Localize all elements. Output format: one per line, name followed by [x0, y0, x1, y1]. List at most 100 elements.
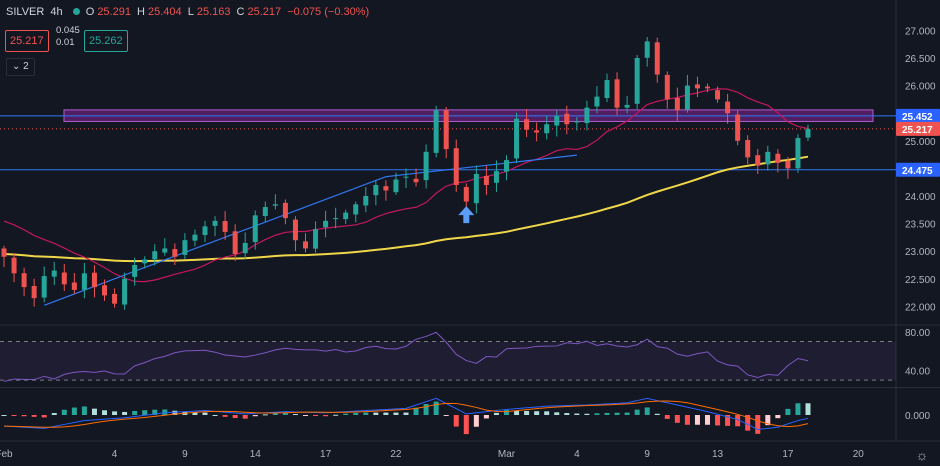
- macd-histogram-bar: [292, 414, 298, 416]
- candle-body: [122, 278, 128, 305]
- candle-body: [71, 282, 77, 290]
- candle-body: [624, 104, 630, 108]
- arrow-marker[interactable]: [458, 206, 475, 224]
- time-tick-label: 17: [782, 449, 794, 460]
- macd-histogram-bar: [785, 408, 791, 415]
- macd-histogram-bar: [715, 415, 721, 426]
- candle-body: [162, 248, 168, 253]
- candle-body: [423, 151, 429, 181]
- candle-body: [1, 248, 7, 257]
- time-tick-label: Feb: [0, 449, 13, 460]
- macd-histogram-bar: [574, 413, 580, 415]
- candle-body: [493, 171, 499, 183]
- macd-histogram-bar: [323, 415, 329, 417]
- macd-histogram-bar: [172, 410, 178, 415]
- close-value: 25.217: [247, 6, 282, 18]
- price-tick-label: 23.500: [905, 220, 936, 231]
- market-open-dot-icon: [72, 8, 80, 15]
- candle-body: [252, 215, 258, 243]
- candle-body: [574, 121, 580, 123]
- macd-histogram-bar: [453, 415, 459, 427]
- candle-body: [463, 187, 469, 202]
- candle-body: [755, 155, 761, 166]
- macd-histogram-bar: [91, 408, 97, 415]
- macd-tick-label: 0.000: [905, 411, 930, 422]
- macd-histogram-bar: [705, 415, 710, 425]
- macd-histogram-bar: [504, 410, 509, 415]
- rsi-tick-label: 80.00: [905, 328, 930, 339]
- candle-body: [363, 196, 369, 206]
- price-label-text: 25.452: [902, 112, 933, 123]
- buy-button[interactable]: 25.262: [84, 30, 128, 52]
- indicators-toggle[interactable]: ⌄ 2: [6, 58, 35, 76]
- macd-histogram-bar: [634, 409, 640, 415]
- spread-top: 0.045: [56, 25, 80, 36]
- candle-body: [765, 151, 771, 165]
- candle-body: [483, 175, 489, 185]
- macd-histogram-bar: [624, 412, 630, 415]
- macd-histogram-bar: [534, 411, 540, 415]
- time-axis[interactable]: Feb 4 9 14 17 22 Mar 4 9 13 17 20: [0, 449, 864, 460]
- price-label-text: 24.475: [902, 166, 933, 177]
- candle-body: [272, 204, 278, 206]
- macd-histogram-bar: [584, 413, 590, 415]
- price-tick-label: 26.000: [905, 82, 936, 93]
- candle-body: [343, 212, 349, 220]
- macd-histogram-bar: [554, 412, 560, 415]
- time-tick-label: 4: [112, 449, 118, 460]
- candle-body: [152, 251, 158, 260]
- trendline[interactable]: [43, 154, 577, 306]
- candle-body: [785, 160, 791, 169]
- candle-body: [664, 74, 670, 100]
- candle-body: [333, 218, 339, 220]
- candle-body: [504, 160, 509, 172]
- change-value: −0.075 (−0.30%): [287, 6, 370, 18]
- price-label-box: [896, 108, 940, 123]
- candle-body: [353, 204, 359, 215]
- moving-averages: [3, 88, 809, 283]
- macd-histogram-bar: [594, 413, 600, 415]
- macd-histogram-bar: [383, 412, 389, 415]
- time-tick-label: 13: [712, 449, 724, 460]
- candle-body: [584, 107, 590, 124]
- macd-histogram-bar: [112, 411, 118, 415]
- gear-icon[interactable]: ☼: [915, 447, 929, 463]
- candle-body: [725, 101, 731, 114]
- candle-body: [684, 85, 690, 110]
- price-axis[interactable]: 27.00026.50026.00025.50025.00024.50024.0…: [896, 26, 940, 422]
- ohlc-legend: SILVER 4h O 25.291 H 25.404 L 25.163 C 25.21…: [6, 6, 370, 18]
- macd-histogram-bar: [694, 415, 700, 425]
- trendline-path: [43, 154, 577, 306]
- sell-button[interactable]: 25.217: [5, 30, 49, 52]
- macd-histogram-bar: [31, 415, 37, 417]
- candle-body: [313, 229, 319, 249]
- macd-histogram-bar: [564, 413, 570, 415]
- candle-body: [182, 240, 188, 255]
- macd-histogram-bar: [403, 412, 409, 415]
- candle-body: [514, 118, 520, 159]
- macd-histogram-bar: [353, 412, 359, 415]
- macd-histogram-bar: [614, 412, 620, 415]
- macd-histogram-bar: [604, 412, 610, 415]
- symbol-name[interactable]: SILVER: [6, 6, 45, 18]
- macd-histogram-bar: [333, 414, 339, 416]
- candle-body: [292, 219, 298, 241]
- price-tick-label: 22.000: [905, 302, 936, 313]
- macd-histogram-bar: [11, 415, 17, 416]
- macd-histogram-bar: [252, 415, 258, 417]
- low-value: 25.163: [196, 6, 231, 18]
- interval-label[interactable]: 4h: [50, 6, 63, 18]
- macd-histogram-bar: [664, 415, 670, 419]
- macd-histogram-bar: [41, 415, 47, 418]
- macd-histogram-bar: [102, 410, 107, 415]
- rsi-band: [0, 341, 896, 381]
- macd-histogram-bar: [202, 412, 208, 415]
- time-tick-label: 17: [320, 449, 332, 460]
- macd-histogram-bar: [363, 412, 369, 415]
- candle-body: [594, 96, 600, 107]
- candle-body: [192, 234, 198, 241]
- price-label-box: [896, 121, 940, 136]
- candle-body: [453, 148, 459, 185]
- candle-body: [473, 173, 479, 204]
